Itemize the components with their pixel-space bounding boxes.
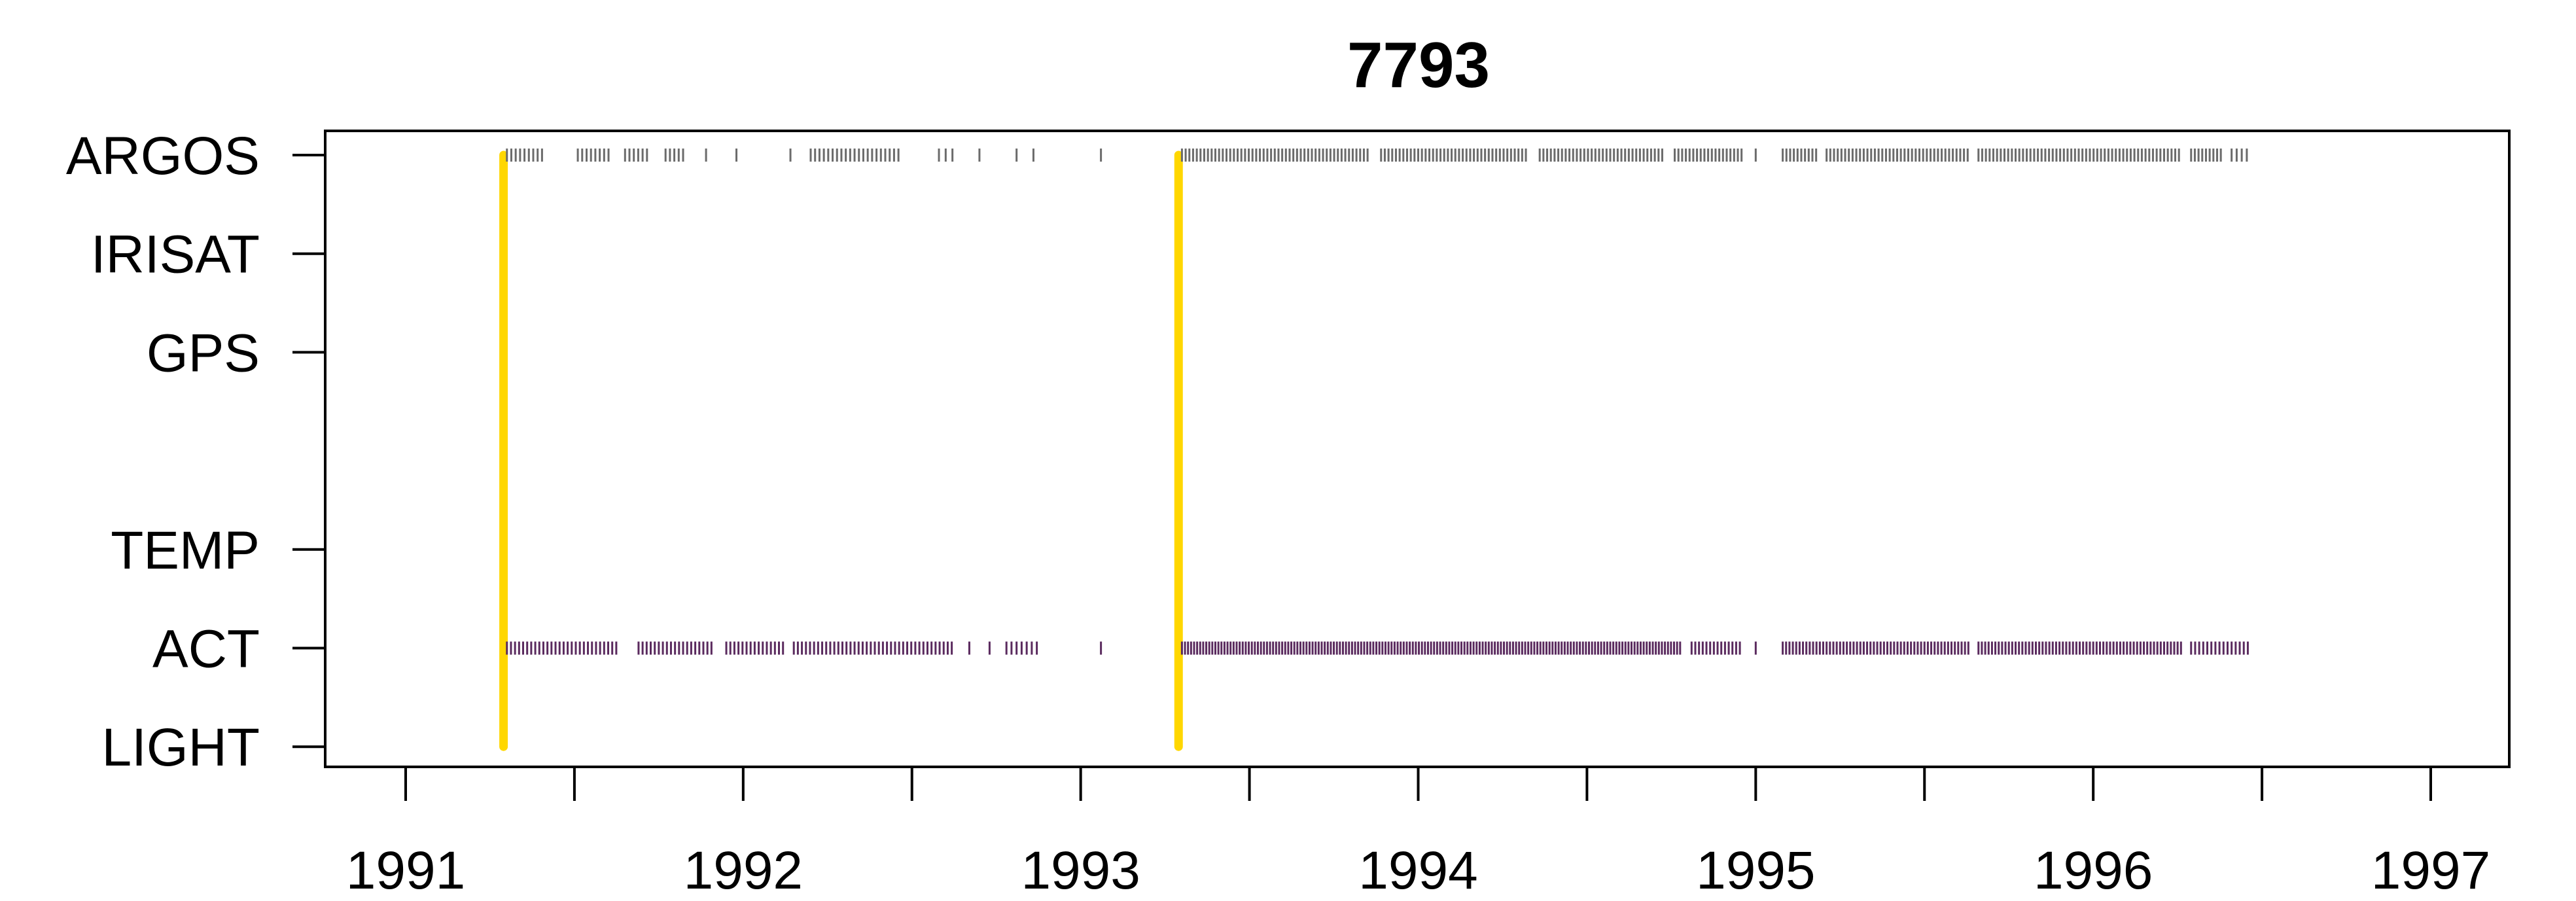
y-tick-label: ARGOS — [66, 126, 260, 186]
x-tick-label: 1991 — [346, 841, 465, 900]
series-act — [506, 641, 2249, 655]
plot-frame — [324, 130, 2511, 768]
y-tick-label: TEMP — [111, 521, 260, 580]
y-tick-label: LIGHT — [102, 718, 260, 777]
series-layer — [506, 149, 2249, 655]
x-tick-label: 1992 — [684, 841, 803, 900]
series-argos — [506, 149, 2248, 162]
deployment-layer — [499, 150, 1183, 751]
x-tick-label: 1996 — [2034, 841, 2153, 900]
y-axis: ARGOS IRISAT GPS TEMP ACT LIGHT — [66, 126, 325, 777]
x-axis: 1991 1992 1993 1994 1995 1996 1997 — [346, 767, 2490, 900]
x-tick-label: 1994 — [1358, 841, 1477, 900]
y-tick-label: GPS — [147, 323, 260, 383]
x-tick-label: 1993 — [1021, 841, 1140, 900]
x-tick-label: 1997 — [2371, 841, 2490, 900]
chart-title: 7793 — [1347, 29, 1490, 101]
x-tick-label: 1995 — [1696, 841, 1815, 900]
y-tick-label: ACT — [152, 620, 260, 679]
y-tick-label: IRISAT — [91, 225, 260, 285]
